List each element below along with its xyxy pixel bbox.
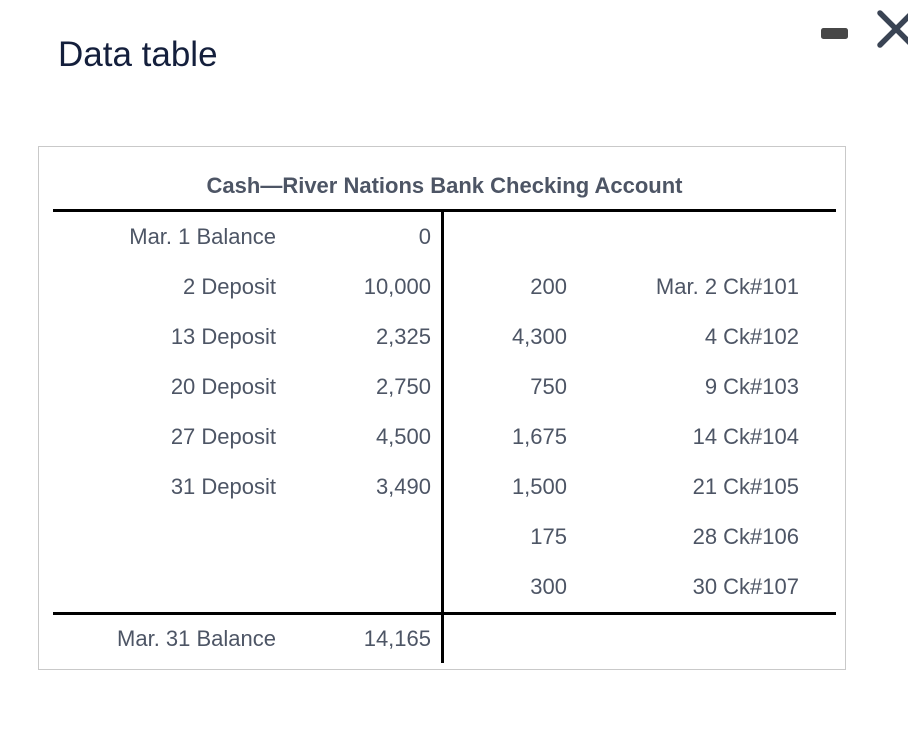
t-account-divider bbox=[441, 212, 444, 663]
balance-row: Mar. 31 Balance 14,165 bbox=[53, 615, 836, 663]
debit-entry-label: Mar. 1 Balance bbox=[129, 224, 276, 249]
minimize-icon[interactable] bbox=[821, 28, 848, 39]
table-row: 2 Deposit 10,000 bbox=[53, 262, 441, 312]
debit-entry-label: 27 Deposit bbox=[170, 424, 276, 449]
credit-entry-amount: 750 bbox=[530, 374, 567, 399]
data-table-card: Cash—River Nations Bank Checking Account… bbox=[38, 146, 846, 670]
debit-entry-amount: 4,500 bbox=[375, 424, 431, 449]
credit-entry-label: 14 Ck#104 bbox=[692, 424, 799, 449]
account-title: Cash—River Nations Bank Checking Account bbox=[206, 173, 683, 198]
credit-entry-amount: 200 bbox=[530, 274, 567, 299]
debit-entry-amount: 2,325 bbox=[375, 324, 431, 349]
credit-entry-amount: 1,500 bbox=[511, 474, 567, 499]
close-button[interactable] bbox=[875, 8, 908, 52]
table-row: 31 Deposit 3,490 bbox=[53, 462, 441, 512]
t-account-body: Mar. 1 Balance 0 2 Deposit 10,000 13 Dep… bbox=[53, 209, 836, 663]
t-account-entries: Mar. 1 Balance 0 2 Deposit 10,000 13 Dep… bbox=[53, 212, 836, 612]
debit-entry-amount: 0 bbox=[418, 224, 431, 249]
t-account: Cash—River Nations Bank Checking Account… bbox=[53, 147, 836, 663]
table-row: 13 Deposit 2,325 bbox=[53, 312, 441, 362]
debit-column: Mar. 1 Balance 0 2 Deposit 10,000 13 Dep… bbox=[53, 212, 441, 612]
credit-entry-label: 21 Ck#105 bbox=[692, 474, 799, 499]
credit-entry-label: 9 Ck#103 bbox=[704, 374, 799, 399]
credit-entry-label: 28 Ck#106 bbox=[692, 524, 799, 549]
table-row bbox=[53, 512, 441, 562]
table-row: 27 Deposit 4,500 bbox=[53, 412, 441, 462]
table-row: 300 30 Ck#107 bbox=[441, 562, 836, 612]
debit-entry-label: 31 Deposit bbox=[170, 474, 276, 499]
balance-amount: 14,165 bbox=[363, 626, 431, 651]
balance-label: Mar. 31 Balance bbox=[117, 626, 276, 651]
credit-entry-label: 30 Ck#107 bbox=[692, 574, 799, 599]
table-row: 750 9 Ck#103 bbox=[441, 362, 836, 412]
table-row: 200 Mar. 2 Ck#101 bbox=[441, 262, 836, 312]
credit-entry-label: 4 Ck#102 bbox=[704, 324, 799, 349]
total-rule bbox=[53, 612, 836, 615]
table-row: 1,500 21 Ck#105 bbox=[441, 462, 836, 512]
credit-entry-amount: 1,675 bbox=[511, 424, 567, 449]
debit-entry-amount: 3,490 bbox=[375, 474, 431, 499]
debit-entry-label: 20 Deposit bbox=[170, 374, 276, 399]
table-row bbox=[441, 212, 836, 262]
table-row: 4,300 4 Ck#102 bbox=[441, 312, 836, 362]
page-title: Data table bbox=[58, 35, 218, 74]
credit-entry-amount: 4,300 bbox=[511, 324, 567, 349]
table-row: 20 Deposit 2,750 bbox=[53, 362, 441, 412]
credit-entry-amount: 300 bbox=[530, 574, 567, 599]
table-row: 1,675 14 Ck#104 bbox=[441, 412, 836, 462]
table-row bbox=[53, 562, 441, 612]
credit-entry-label: Mar. 2 Ck#101 bbox=[655, 274, 799, 299]
debit-entry-amount: 2,750 bbox=[375, 374, 431, 399]
debit-entry-amount: 10,000 bbox=[363, 274, 431, 299]
table-row: Mar. 1 Balance 0 bbox=[53, 212, 441, 262]
close-icon bbox=[877, 10, 908, 48]
debit-entry-label: 13 Deposit bbox=[170, 324, 276, 349]
table-row: 175 28 Ck#106 bbox=[441, 512, 836, 562]
credit-column: 200 Mar. 2 Ck#101 4,300 4 Ck#102 750 9 C… bbox=[441, 212, 836, 612]
credit-entry-amount: 175 bbox=[530, 524, 567, 549]
debit-entry-label: 2 Deposit bbox=[183, 274, 276, 299]
